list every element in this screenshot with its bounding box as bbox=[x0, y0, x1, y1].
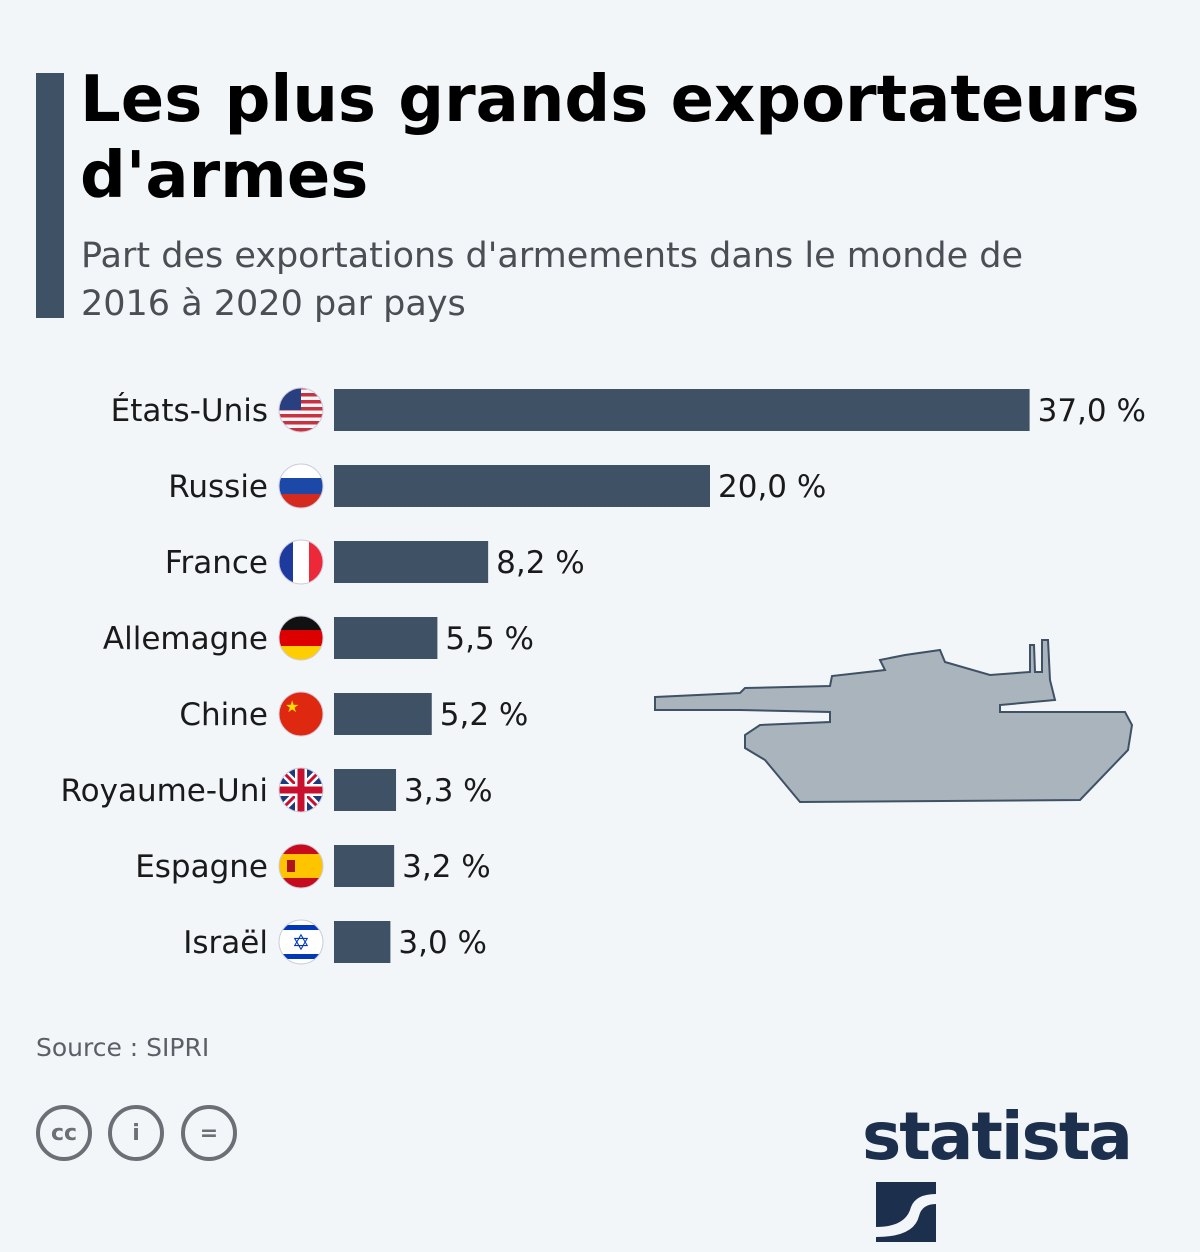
bar-row: Israël ✡ 3,0 % bbox=[183, 919, 487, 965]
bar-row: Russie 20,0 % bbox=[168, 463, 826, 509]
bar-row: Royaume-Uni 3,3 % bbox=[60, 767, 493, 813]
value-label: 5,2 % bbox=[440, 697, 529, 733]
svg-text:★: ★ bbox=[285, 697, 299, 716]
value-label: 37,0 % bbox=[1038, 393, 1146, 429]
value-label: 3,0 % bbox=[398, 925, 487, 961]
flag-icon-fr bbox=[278, 539, 324, 585]
svg-text:✡: ✡ bbox=[292, 931, 310, 956]
bar-row: Allemagne 5,5 % bbox=[103, 615, 534, 661]
flag-icon-es bbox=[278, 843, 324, 889]
value-label: 8,2 % bbox=[496, 545, 585, 581]
value-label: 20,0 % bbox=[718, 469, 826, 505]
flag-icon-cn: ★ bbox=[278, 691, 324, 737]
bar bbox=[334, 541, 489, 583]
statista-logo-mark-icon bbox=[876, 1182, 936, 1242]
bar-chart: États-Unis 37,0 % Russie 20,0 % France 8,2 % A… bbox=[60, 387, 1146, 965]
bar bbox=[334, 921, 391, 963]
category-label: Israël bbox=[183, 925, 268, 961]
chart-subtitle: Part des exportations d'armements dans l… bbox=[81, 236, 1024, 324]
bar-row: Espagne 3,2 % bbox=[135, 843, 491, 889]
flag-icon-gb bbox=[278, 767, 324, 813]
bar-row: États-Unis 37,0 % bbox=[111, 387, 1146, 433]
bar bbox=[334, 845, 395, 887]
flag-icon-il: ✡ bbox=[278, 919, 324, 965]
bar bbox=[334, 693, 432, 735]
bar-row: Chine ★ 5,2 % bbox=[179, 691, 529, 737]
bar bbox=[334, 389, 1030, 431]
value-label: 3,2 % bbox=[402, 849, 491, 885]
flag-icon-ru bbox=[278, 463, 324, 509]
flag-icon-de bbox=[278, 615, 324, 661]
bar bbox=[334, 617, 438, 659]
no-derivatives-icon[interactable]: = bbox=[181, 1105, 237, 1161]
bar-row: France 8,2 % bbox=[165, 539, 585, 585]
category-label: Royaume-Uni bbox=[60, 773, 268, 809]
value-label: 5,5 % bbox=[445, 621, 534, 657]
category-label: Chine bbox=[179, 697, 268, 733]
category-label: Allemagne bbox=[103, 621, 268, 657]
title-accent-bar bbox=[36, 73, 64, 318]
category-label: Russie bbox=[168, 469, 268, 505]
bar bbox=[334, 465, 710, 507]
tank-illustration bbox=[654, 639, 1134, 804]
category-label: États-Unis bbox=[111, 393, 268, 429]
category-label: Espagne bbox=[135, 849, 268, 885]
chart-title: Les plus grands exportateurs d'armes bbox=[80, 63, 1140, 213]
category-label: France bbox=[165, 545, 268, 581]
statista-logo[interactable]: statista bbox=[862, 1098, 1200, 1252]
value-label: 3,3 % bbox=[404, 773, 493, 809]
source-note: Source : SIPRI bbox=[36, 1033, 210, 1062]
attribution-icon[interactable]: i bbox=[108, 1105, 164, 1161]
cc-license-icon[interactable]: cc bbox=[36, 1105, 92, 1161]
flag-icon-us bbox=[278, 387, 324, 433]
bar bbox=[334, 769, 397, 811]
